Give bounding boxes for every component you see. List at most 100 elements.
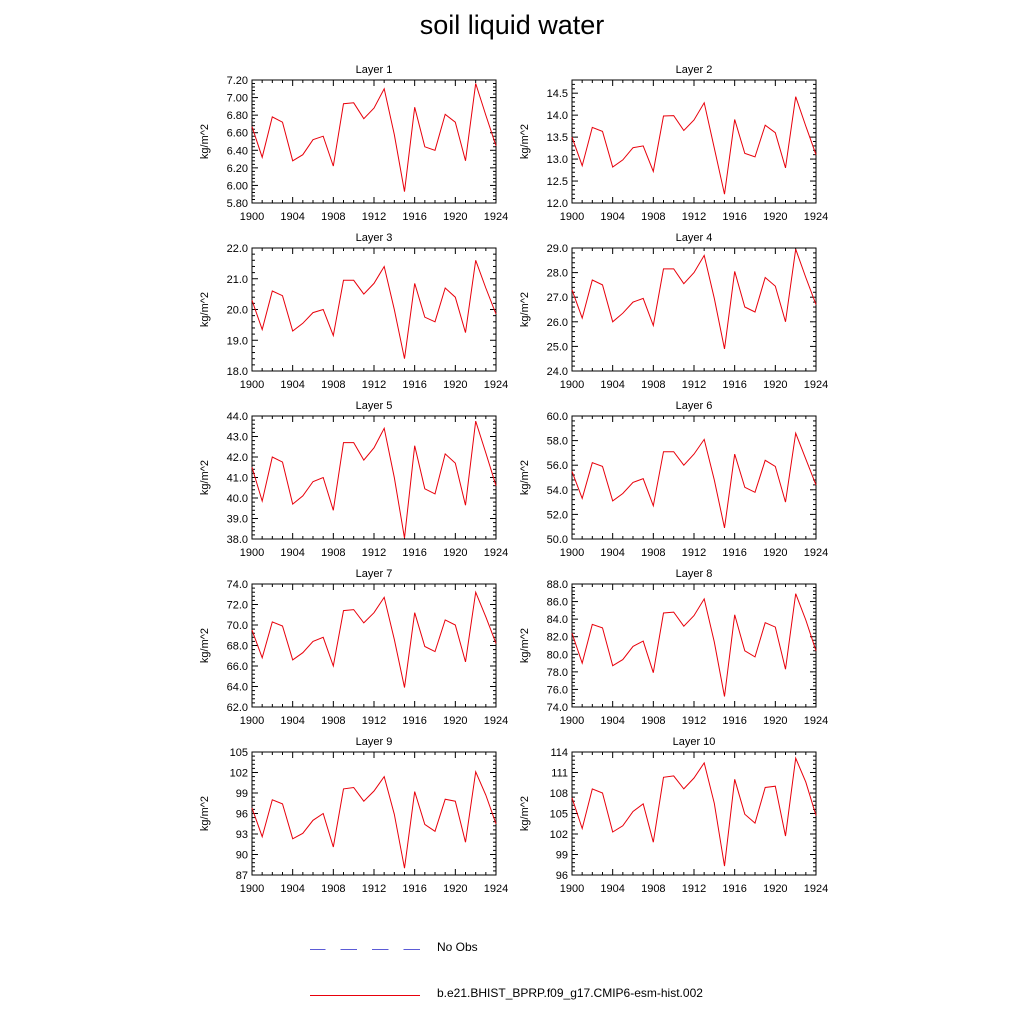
- x-tick-label: 1912: [362, 715, 386, 727]
- panel-layer-5: Layer 5 kg/m^2 38.0 39.0 40.0 41.0 42.0 43.0 44.…: [199, 400, 508, 559]
- y-tick-label: 66.0: [227, 661, 248, 673]
- y-tick-label: 29.0: [547, 243, 568, 255]
- x-tick-label: 1908: [641, 547, 665, 559]
- series-line-layer-6: [571, 431, 817, 529]
- x-tick-label: 1924: [484, 715, 508, 727]
- x-tick-label: 1920: [763, 547, 787, 559]
- x-tick-label: 1908: [641, 211, 665, 223]
- x-tick-label: 1908: [321, 547, 345, 559]
- series-line-layer-10: [571, 756, 817, 867]
- x-tick-label: 1904: [280, 883, 304, 895]
- x-tick-label: 1900: [560, 211, 584, 223]
- x-tick-label: 1912: [682, 715, 706, 727]
- y-tick-label: 54.0: [547, 485, 568, 497]
- x-tick-label: 1916: [402, 547, 426, 559]
- y-axis-label: kg/m^2: [199, 292, 211, 327]
- plot-frame: [571, 751, 817, 876]
- x-tick-label: 1920: [443, 379, 467, 391]
- x-tick-label: 1908: [641, 883, 665, 895]
- x-tick-label: 1904: [600, 883, 624, 895]
- x-tick-label: 1904: [600, 379, 624, 391]
- y-tick-label: 87: [236, 870, 248, 882]
- x-tick-label: 1904: [600, 715, 624, 727]
- series-line-layer-9: [251, 769, 497, 869]
- panel-layer-7: Layer 7 kg/m^2 62.0 64.0 66.0 68.0 70.0 72.0 74.…: [199, 568, 508, 727]
- x-tick-label: 1916: [722, 547, 746, 559]
- y-tick-label: 60.0: [547, 411, 568, 423]
- x-tick-label: 1908: [321, 211, 345, 223]
- series-line-layer-8: [571, 593, 817, 697]
- panel-title: Layer 4: [676, 232, 713, 244]
- x-tick-label: 1916: [722, 715, 746, 727]
- legend-swatch-dashed: [310, 949, 420, 950]
- y-axis-label: kg/m^2: [199, 124, 211, 159]
- x-tick-label: 1912: [362, 211, 386, 223]
- y-tick-label: 88.0: [547, 579, 568, 591]
- x-tick-label: 1904: [280, 211, 304, 223]
- y-tick-label: 72.0: [227, 600, 248, 612]
- y-tick-label: 38.0: [227, 534, 248, 546]
- y-tick-label: 56.0: [547, 460, 568, 472]
- plot-frame: [571, 415, 817, 540]
- legend-label-model: b.e21.BHIST_BPRP.f09_g17.CMIP6-esm-hist.…: [437, 986, 703, 1000]
- x-tick-label: 1904: [600, 211, 624, 223]
- x-tick-label: 1916: [722, 211, 746, 223]
- x-tick-label: 1916: [722, 379, 746, 391]
- y-tick-label: 26.0: [547, 317, 568, 329]
- panel-layer-2: Layer 2 kg/m^2 12.0 12.5 13.0 13.5 14.0 14.5 190…: [519, 64, 828, 223]
- panel-layer-8: Layer 8 kg/m^2 74.0 76.0 78.0 80.0 82.0 84.0 86.…: [519, 568, 828, 727]
- panel-title: Layer 8: [676, 568, 713, 580]
- y-axis-label: kg/m^2: [519, 460, 531, 495]
- figure-title: soil liquid water: [419, 10, 605, 40]
- series-line-layer-1: [251, 83, 497, 192]
- y-tick-label: 82.0: [547, 632, 568, 644]
- x-tick-label: 1924: [804, 883, 828, 895]
- y-tick-label: 102: [230, 768, 248, 780]
- x-tick-label: 1924: [804, 211, 828, 223]
- x-tick-label: 1908: [321, 379, 345, 391]
- x-tick-label: 1904: [280, 379, 304, 391]
- x-tick-label: 1916: [402, 379, 426, 391]
- x-tick-label: 1916: [402, 715, 426, 727]
- panel-layer-4: Layer 4 kg/m^2 24.0 25.0 26.0 27.0 28.0 29.0 190…: [519, 232, 828, 391]
- x-tick-label: 1912: [682, 883, 706, 895]
- y-tick-label: 99: [236, 788, 248, 800]
- y-axis-label: kg/m^2: [199, 460, 211, 495]
- y-tick-label: 84.0: [547, 614, 568, 626]
- y-tick-label: 105: [230, 747, 248, 759]
- x-tick-label: 1920: [763, 211, 787, 223]
- y-tick-label: 74.0: [227, 579, 248, 591]
- x-tick-label: 1900: [560, 715, 584, 727]
- y-tick-label: 14.5: [547, 88, 568, 100]
- y-tick-label: 80.0: [547, 649, 568, 661]
- panel-title: Layer 9: [356, 736, 393, 748]
- x-tick-label: 1924: [804, 379, 828, 391]
- y-tick-label: 28.0: [547, 268, 568, 280]
- y-tick-label: 6.60: [227, 128, 248, 140]
- legend-swatch-solid: [310, 995, 420, 996]
- y-tick-label: 86.0: [547, 597, 568, 609]
- y-tick-label: 25.0: [547, 341, 568, 353]
- panel-layer-6: Layer 6 kg/m^2 50.0 52.0 54.0 56.0 58.0 60.0 190…: [519, 400, 828, 559]
- panel-title: Layer 6: [676, 400, 713, 412]
- y-axis-label: kg/m^2: [519, 628, 531, 663]
- x-tick-label: 1904: [600, 547, 624, 559]
- y-tick-label: 12.5: [547, 176, 568, 188]
- y-tick-label: 13.0: [547, 154, 568, 166]
- series-line-layer-7: [251, 590, 497, 688]
- panel-title: Layer 2: [676, 64, 713, 76]
- y-tick-label: 64.0: [227, 682, 248, 694]
- y-tick-label: 40.0: [227, 493, 248, 505]
- y-tick-label: 6.20: [227, 163, 248, 175]
- panel-layer-1: Layer 1 kg/m^2 5.80 6.00 6.20 6.40 6.60 6.80 7.0…: [199, 64, 508, 223]
- x-tick-label: 1924: [484, 547, 508, 559]
- y-tick-label: 42.0: [227, 452, 248, 464]
- y-tick-label: 68.0: [227, 641, 248, 653]
- y-tick-label: 99: [556, 850, 568, 862]
- x-tick-label: 1900: [560, 379, 584, 391]
- x-tick-label: 1920: [443, 883, 467, 895]
- y-tick-label: 7.00: [227, 93, 248, 105]
- y-axis-label: kg/m^2: [199, 796, 211, 831]
- y-tick-label: 58.0: [547, 436, 568, 448]
- x-tick-label: 1920: [763, 883, 787, 895]
